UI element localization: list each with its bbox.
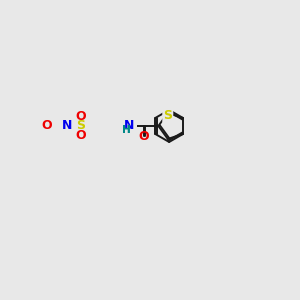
Text: O: O [139, 130, 149, 143]
Text: O: O [75, 129, 86, 142]
Text: S: S [76, 119, 85, 133]
Text: S: S [163, 109, 172, 122]
Text: O: O [42, 119, 52, 133]
Text: N: N [62, 119, 72, 133]
Text: N: N [124, 119, 135, 133]
Text: H: H [122, 125, 130, 136]
Text: H: H [122, 125, 130, 135]
Text: O: O [75, 110, 86, 123]
